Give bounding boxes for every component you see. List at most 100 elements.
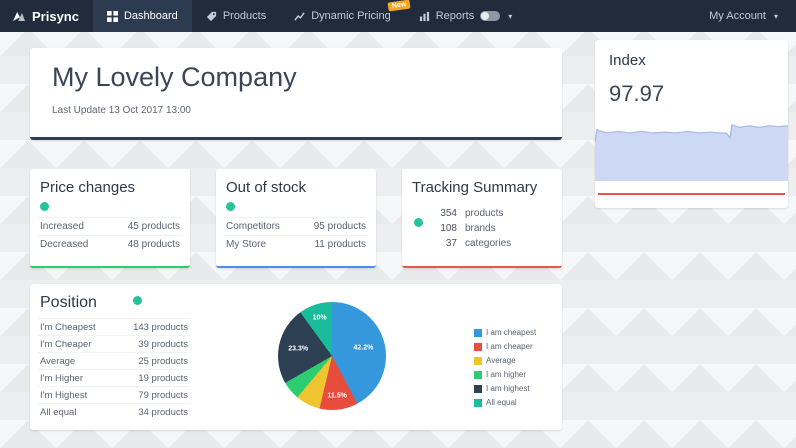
tracking-summary-rows: 354 products 108 brands 37 categories — [431, 206, 511, 251]
stat-value: 48 products — [127, 239, 180, 250]
company-title: My Lovely Company — [52, 62, 297, 92]
pie-legend: I am cheapest I am cheaper Average I am … — [474, 318, 554, 420]
position-list: I'm Cheapest 143 products I'm Cheaper 39… — [38, 318, 190, 420]
position-body: I'm Cheapest 143 products I'm Cheaper 39… — [38, 302, 554, 420]
legend-label: I am higher — [486, 370, 527, 379]
nav-label: Dashboard — [123, 10, 178, 22]
legend-item[interactable]: Average — [474, 356, 554, 365]
position-row: I'm Cheaper 39 products — [38, 335, 190, 352]
tracking-summary-card: Tracking Summary 354 products 108 brands — [402, 169, 562, 268]
price-changes-card: Price changes Increased 45 products Decr… — [30, 169, 190, 268]
brand[interactable]: Prisync — [0, 0, 93, 32]
tracking-value: 108 — [440, 223, 457, 234]
position-label: I'm Cheapest — [40, 321, 96, 333]
legend-swatch — [474, 328, 482, 337]
nav-dashboard[interactable]: Dashboard — [92, 0, 192, 32]
position-label: I'm Highest — [40, 389, 88, 401]
index-card: Index 97.97 — [595, 40, 788, 208]
right-column: Index 97.97 — [595, 32, 788, 430]
nav-my-account[interactable]: My Account ▾ — [695, 0, 796, 32]
position-row: Average 25 products — [38, 352, 190, 369]
last-update-text: Last Update 13 Oct 2017 13:00 — [52, 105, 191, 116]
legend-item[interactable]: I am cheapest — [474, 328, 554, 337]
stat-label: My Store — [226, 239, 267, 250]
tracking-value: 354 — [440, 208, 457, 219]
stat-label: Decreased — [40, 239, 89, 250]
index-title: Index — [609, 52, 646, 69]
nav-label: Reports — [435, 10, 475, 22]
position-pie-chart: 42.2% 11.5% 23.3% 10% — [278, 302, 386, 410]
position-label: I'm Higher — [40, 372, 83, 384]
position-row: I'm Higher 19 products — [38, 369, 190, 386]
out-of-stock-title: Out of stock — [226, 179, 307, 196]
position-value: 39 products — [138, 338, 188, 350]
caret-down-icon: ▾ — [508, 11, 513, 21]
nav-reports[interactable]: Reports ▾ — [405, 0, 527, 32]
price-changes-rows: Increased 45 products Decreased 48 produ… — [38, 217, 182, 253]
legend-swatch — [474, 370, 482, 379]
line-chart-icon — [294, 11, 305, 22]
position-row: I'm Cheapest 143 products — [38, 318, 190, 335]
left-column: My Lovely Company Last Update 13 Oct 201… — [30, 32, 562, 430]
tracking-label: categories — [465, 238, 512, 249]
legend-label: I am cheaper — [486, 342, 533, 351]
status-dot — [40, 202, 49, 211]
legend-item[interactable]: All equal — [474, 398, 554, 407]
pie-slice-label: 10% — [312, 314, 327, 322]
navbar-left: Prisync Dashboard Products Dynamic Prici… — [0, 0, 526, 32]
position-value: 19 products — [138, 372, 188, 384]
legend-item[interactable]: I am highest — [474, 384, 554, 393]
index-area-line — [595, 124, 788, 143]
tracking-summary-body: 354 products 108 brands 37 categories — [410, 206, 554, 251]
position-value: 25 products — [138, 355, 188, 367]
out-of-stock-rows: Competitors 95 products My Store 11 prod… — [224, 217, 368, 253]
legend-swatch — [474, 398, 482, 407]
reports-toggle-pill[interactable] — [480, 11, 501, 21]
bar-chart-icon — [419, 11, 430, 22]
stat-row: My Store 11 products — [224, 235, 368, 253]
tracking-row: 37 categories — [431, 236, 511, 251]
stat-row: Competitors 95 products — [224, 217, 368, 235]
main-content: My Lovely Company Last Update 13 Oct 201… — [0, 32, 796, 430]
out-of-stock-card: Out of stock Competitors 95 products My … — [216, 169, 376, 268]
nav-label: Products — [222, 10, 267, 22]
tracking-row: 108 brands — [431, 221, 511, 236]
legend-swatch — [474, 342, 482, 351]
position-label: I'm Cheaper — [40, 338, 92, 350]
pie-slice-label: 11.5% — [327, 392, 347, 400]
brand-name: Prisync — [32, 8, 79, 24]
nav-label: Dynamic Pricing — [311, 10, 391, 22]
tracking-label: brands — [465, 223, 496, 234]
caret-down-icon: ▾ — [773, 11, 778, 21]
legend-swatch — [474, 384, 482, 393]
pie-slice-label: 42.2% — [353, 344, 374, 352]
position-row: I'm Highest 79 products — [38, 386, 190, 403]
account-label: My Account — [709, 10, 766, 22]
pie-slice-label: 23.3% — [288, 345, 309, 353]
stat-label: Increased — [40, 221, 84, 232]
legend-label: Average — [486, 356, 516, 365]
position-value: 79 products — [138, 389, 188, 401]
legend-label: I am highest — [486, 384, 530, 393]
position-card: Position I'm Cheapest 143 products I'm C… — [30, 284, 562, 430]
legend-item[interactable]: I am cheaper — [474, 342, 554, 351]
legend-item[interactable]: I am higher — [474, 370, 554, 379]
position-label: Average — [40, 355, 76, 367]
index-area-chart — [595, 117, 788, 181]
nav-products[interactable]: Products — [192, 0, 280, 32]
stat-value: 45 products — [127, 221, 180, 232]
stat-label: Competitors — [226, 221, 280, 232]
dashboard-grid-icon — [106, 10, 118, 22]
company-card: My Lovely Company Last Update 13 Oct 201… — [30, 48, 562, 140]
nav-dynamic-pricing[interactable]: Dynamic Pricing New — [280, 0, 412, 32]
position-header: Position — [38, 294, 554, 312]
status-dot — [132, 296, 142, 305]
tracking-label: products — [465, 208, 504, 219]
index-value: 97.97 — [609, 81, 665, 106]
toggle-knob — [481, 12, 490, 20]
index-area-fill — [595, 125, 788, 181]
legend-swatch — [474, 356, 482, 365]
position-value: 34 products — [138, 406, 188, 418]
tracking-row: 354 products — [431, 206, 511, 221]
index-underline — [598, 193, 785, 195]
